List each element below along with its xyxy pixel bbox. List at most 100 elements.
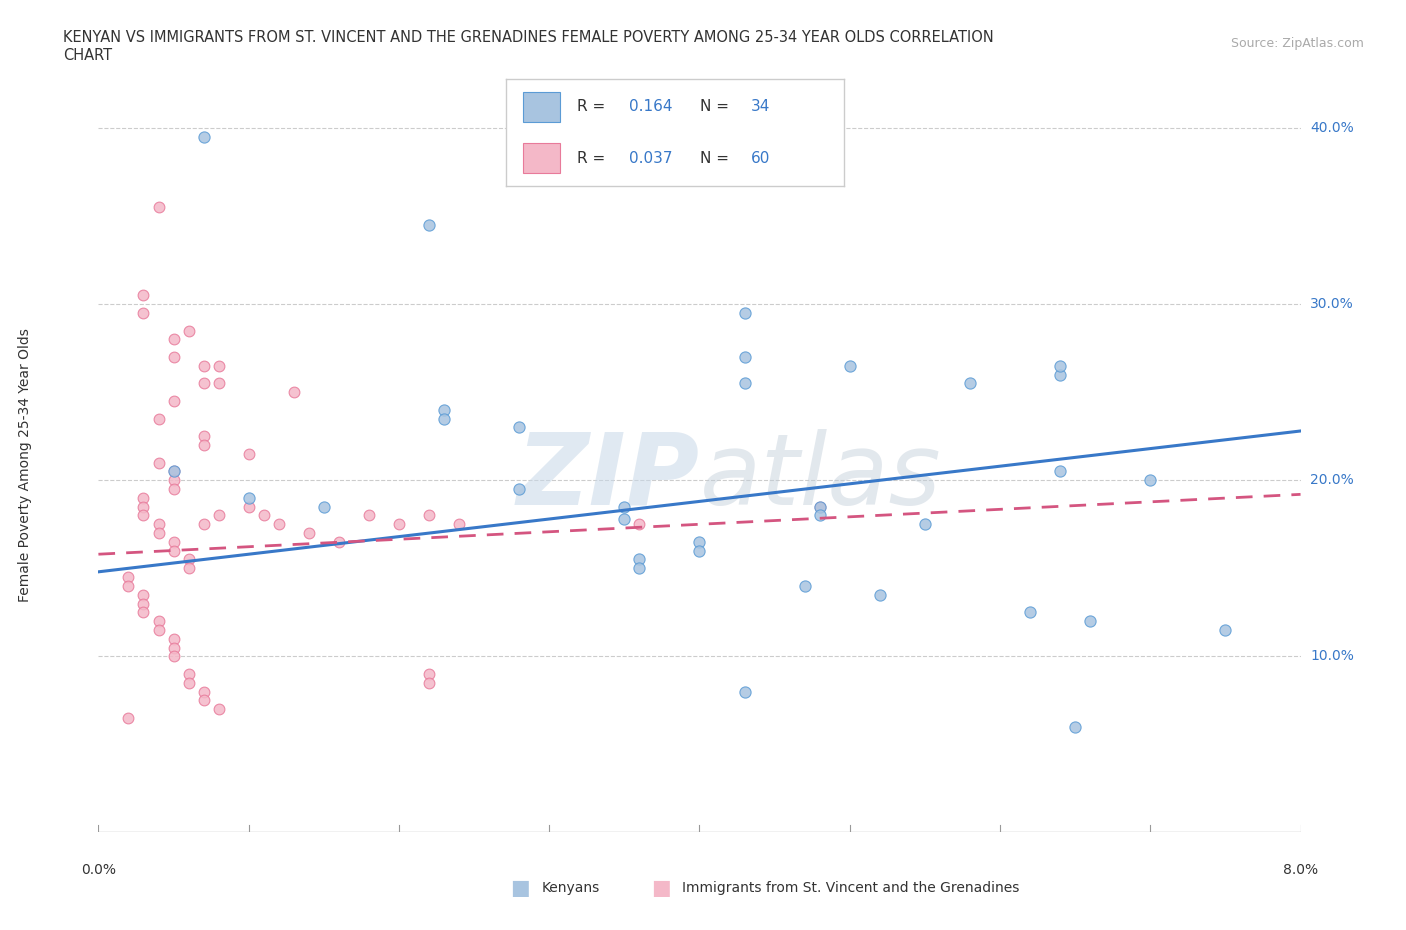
Point: [148, 525, 170, 540]
Point: [283, 385, 305, 400]
Point: [162, 482, 184, 497]
Point: [162, 535, 184, 550]
Point: [148, 614, 170, 629]
Point: [388, 517, 411, 532]
Text: 30.0%: 30.0%: [1310, 298, 1354, 312]
Point: [267, 517, 290, 532]
Text: 20.0%: 20.0%: [1310, 473, 1354, 487]
Point: [808, 508, 831, 523]
Text: R =: R =: [576, 151, 610, 166]
Point: [418, 667, 440, 682]
FancyBboxPatch shape: [523, 143, 560, 173]
FancyBboxPatch shape: [523, 92, 560, 122]
Point: [418, 675, 440, 690]
Point: [132, 508, 155, 523]
Point: [193, 517, 215, 532]
Point: [177, 324, 200, 339]
Point: [688, 535, 710, 550]
Point: [193, 129, 215, 144]
Point: [132, 587, 155, 602]
Point: [628, 561, 651, 576]
Point: [1049, 464, 1071, 479]
Point: [1019, 604, 1042, 619]
Point: [117, 578, 139, 593]
Point: [193, 376, 215, 391]
Text: 34: 34: [751, 100, 770, 114]
Point: [808, 499, 831, 514]
Point: [734, 306, 756, 321]
Point: [1078, 614, 1101, 629]
Text: Female Poverty Among 25-34 Year Olds: Female Poverty Among 25-34 Year Olds: [18, 328, 32, 602]
Point: [734, 684, 756, 699]
Point: [193, 693, 215, 708]
Point: [193, 438, 215, 453]
Point: [162, 472, 184, 487]
Point: [959, 376, 981, 391]
Text: R =: R =: [576, 100, 610, 114]
Text: 0.0%: 0.0%: [82, 863, 115, 877]
Point: [162, 332, 184, 347]
Point: [508, 482, 530, 497]
Point: [148, 517, 170, 532]
Point: [162, 640, 184, 655]
Text: ZIP: ZIP: [516, 429, 699, 526]
Point: [838, 358, 860, 373]
Point: [177, 675, 200, 690]
Point: [1139, 472, 1161, 487]
Text: ■: ■: [510, 878, 530, 898]
Point: [1215, 622, 1237, 637]
Point: [162, 631, 184, 646]
Text: 0.164: 0.164: [630, 100, 673, 114]
Point: [628, 552, 651, 567]
Point: [238, 490, 260, 505]
Point: [734, 350, 756, 365]
Point: [508, 420, 530, 435]
Point: [734, 376, 756, 391]
Point: [688, 543, 710, 558]
Point: [298, 525, 321, 540]
Point: [808, 499, 831, 514]
Point: [793, 578, 815, 593]
Point: [177, 561, 200, 576]
Point: [418, 508, 440, 523]
Point: [132, 604, 155, 619]
Point: [208, 701, 231, 716]
Text: 10.0%: 10.0%: [1310, 649, 1354, 663]
Text: atlas: atlas: [699, 429, 941, 526]
Point: [357, 508, 380, 523]
Point: [869, 587, 891, 602]
Point: [433, 403, 456, 418]
Point: [132, 596, 155, 611]
Point: [148, 200, 170, 215]
Point: [418, 218, 440, 232]
Point: [328, 535, 350, 550]
Point: [1064, 719, 1087, 734]
Point: [628, 517, 651, 532]
Point: [1049, 367, 1071, 382]
Text: CHART: CHART: [63, 48, 112, 63]
Text: 40.0%: 40.0%: [1310, 121, 1354, 135]
Text: Kenyans: Kenyans: [541, 881, 599, 896]
Point: [177, 667, 200, 682]
Point: [162, 393, 184, 408]
Point: [1049, 358, 1071, 373]
Text: N =: N =: [700, 151, 734, 166]
Point: [148, 456, 170, 471]
Point: [613, 512, 636, 526]
Text: ■: ■: [651, 878, 671, 898]
Point: [193, 684, 215, 699]
Point: [193, 358, 215, 373]
Text: 60: 60: [751, 151, 770, 166]
Text: N =: N =: [700, 100, 734, 114]
Text: Source: ZipAtlas.com: Source: ZipAtlas.com: [1230, 37, 1364, 50]
Point: [162, 649, 184, 664]
Point: [433, 411, 456, 426]
Point: [914, 517, 936, 532]
Text: KENYAN VS IMMIGRANTS FROM ST. VINCENT AND THE GRENADINES FEMALE POVERTY AMONG 25: KENYAN VS IMMIGRANTS FROM ST. VINCENT AN…: [63, 30, 994, 45]
Point: [193, 429, 215, 444]
Point: [312, 499, 335, 514]
Point: [162, 464, 184, 479]
Point: [132, 499, 155, 514]
Point: [238, 499, 260, 514]
Point: [162, 464, 184, 479]
